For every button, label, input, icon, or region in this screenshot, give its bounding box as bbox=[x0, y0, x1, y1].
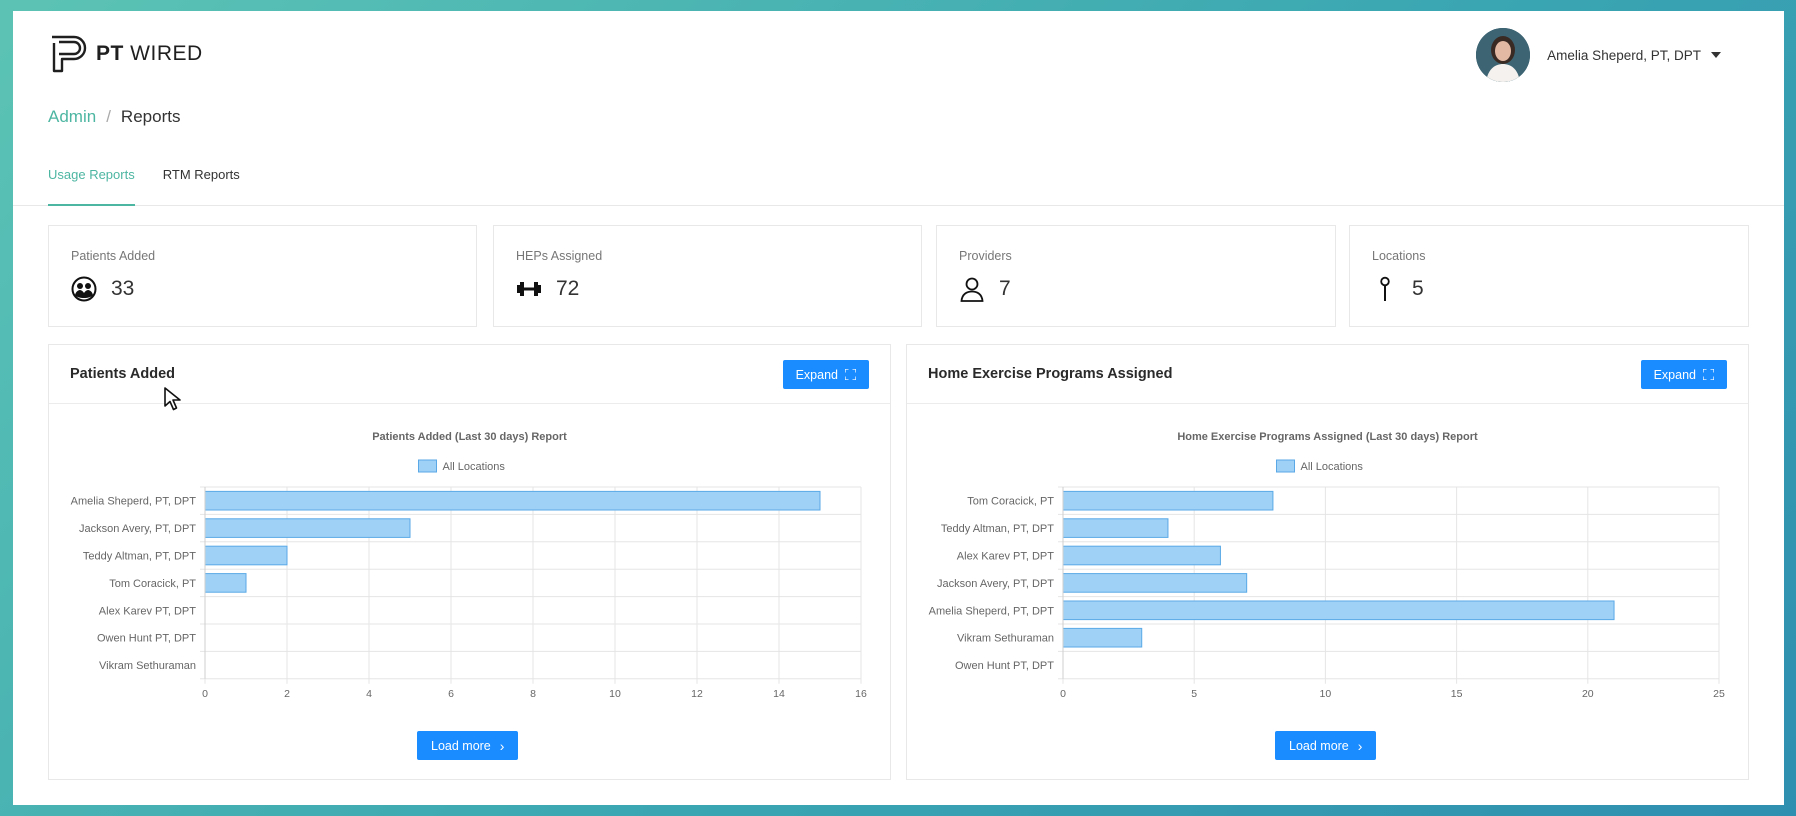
report-tabs: Usage Reports RTM Reports bbox=[48, 164, 268, 206]
expand-icon bbox=[845, 369, 856, 380]
heps-assigned-chart: Home Exercise Programs Assigned (Last 30… bbox=[929, 431, 1725, 700]
patients-icon bbox=[71, 276, 97, 302]
bar bbox=[1062, 600, 1615, 621]
y-tick-label: Alex Karev PT, DPT bbox=[957, 551, 1054, 563]
expand-label: Expand bbox=[1653, 367, 1696, 382]
bar bbox=[204, 545, 288, 566]
breadcrumb-current: Reports bbox=[120, 107, 181, 126]
y-tick-label: Tom Coracick, PT bbox=[109, 578, 196, 590]
stat-value: 72 bbox=[556, 277, 580, 300]
x-tick-label: 0 bbox=[1060, 688, 1066, 700]
expand-icon bbox=[1703, 369, 1714, 380]
load-more-button[interactable]: Load more › bbox=[1275, 731, 1377, 760]
y-tick-label: Teddy Altman, PT, DPT bbox=[941, 523, 1054, 535]
stat-value: 7 bbox=[999, 277, 1011, 300]
x-tick-label: 4 bbox=[366, 688, 372, 700]
chart-title: Home Exercise Programs Assigned (Last 30… bbox=[1177, 431, 1478, 443]
chevron-right-icon: › bbox=[1357, 737, 1363, 754]
panel-title: Patients Added bbox=[70, 366, 176, 382]
y-tick-label: Amelia Sheperd, PT, DPT bbox=[929, 605, 1055, 617]
tab-usage-reports[interactable]: Usage Reports bbox=[48, 164, 135, 206]
y-tick-label: Vikram Sethuraman bbox=[957, 633, 1054, 645]
chart-title: Patients Added (Last 30 days) Report bbox=[372, 431, 567, 443]
bar bbox=[1062, 545, 1221, 566]
tab-rtm-reports[interactable]: RTM Reports bbox=[162, 167, 240, 182]
bar bbox=[1062, 627, 1143, 648]
x-tick-label: 16 bbox=[855, 688, 867, 700]
stat-value: 5 bbox=[1412, 277, 1424, 300]
x-tick-label: 2 bbox=[284, 688, 290, 700]
panel-patients-added: Patients Added Expand Patients Added (La… bbox=[48, 344, 891, 780]
breadcrumb-admin[interactable]: Admin bbox=[48, 107, 97, 126]
x-tick-label: 6 bbox=[448, 688, 454, 700]
breadcrumb-separator: / bbox=[106, 107, 111, 126]
bar bbox=[1062, 490, 1274, 511]
legend-label: All Locations bbox=[443, 461, 506, 473]
y-tick-label: Tom Coracick, PT bbox=[967, 496, 1054, 508]
bar bbox=[204, 490, 821, 511]
x-tick-label: 12 bbox=[691, 688, 703, 700]
legend-swatch bbox=[1276, 459, 1295, 473]
y-tick-label: Owen Hunt PT, DPT bbox=[97, 633, 196, 645]
load-more-button[interactable]: Load more › bbox=[417, 731, 519, 760]
load-more-label: Load more bbox=[431, 738, 491, 753]
x-tick-label: 10 bbox=[1320, 688, 1332, 700]
pin-icon bbox=[1380, 276, 1390, 301]
patients-added-chart: Patients Added (Last 30 days) Report All … bbox=[71, 431, 867, 700]
stat-card-providers: Providers 7 bbox=[936, 225, 1336, 327]
x-tick-label: 25 bbox=[1713, 688, 1725, 700]
expand-label: Expand bbox=[795, 367, 838, 382]
stat-card-patients-added: Patients Added 33 bbox=[48, 225, 477, 327]
panel-title: Home Exercise Programs Assigned bbox=[928, 366, 1173, 382]
legend-swatch bbox=[418, 459, 437, 473]
stat-value: 33 bbox=[111, 277, 135, 300]
user-name: Amelia Sheperd, PT, DPT bbox=[1547, 47, 1701, 63]
x-tick-label: 10 bbox=[609, 688, 621, 700]
pt-logo-icon bbox=[52, 35, 87, 73]
y-tick-label: Jackson Avery, PT, DPT bbox=[79, 523, 196, 535]
user-menu[interactable]: Amelia Sheperd, PT, DPT bbox=[1476, 28, 1721, 82]
chevron-right-icon: › bbox=[499, 737, 505, 754]
load-more-label: Load more bbox=[1289, 738, 1349, 753]
stat-label: HEPs Assigned bbox=[516, 249, 603, 263]
x-tick-label: 8 bbox=[530, 688, 536, 700]
app-window: PT WIRED Amelia Sheperd, PT, DPT Admin /… bbox=[13, 11, 1784, 805]
bar bbox=[204, 573, 247, 593]
x-tick-label: 14 bbox=[773, 688, 785, 700]
x-tick-label: 5 bbox=[1191, 688, 1197, 700]
breadcrumb: Admin / Reports bbox=[48, 107, 180, 127]
y-tick-label: Amelia Sheperd, PT, DPT bbox=[71, 496, 197, 508]
brand-name: PT WIRED bbox=[96, 42, 203, 65]
bar bbox=[204, 518, 411, 538]
stat-label: Providers bbox=[959, 249, 1012, 263]
avatar bbox=[1476, 28, 1531, 82]
panel-heps-assigned: Home Exercise Programs Assigned Expand H… bbox=[906, 344, 1749, 780]
mouse-cursor-icon bbox=[164, 387, 181, 411]
stat-label: Locations bbox=[1372, 249, 1426, 263]
stat-card-heps-assigned: HEPs Assigned 72 bbox=[493, 225, 922, 327]
logo[interactable]: PT WIRED bbox=[48, 33, 203, 75]
stat-label: Patients Added bbox=[71, 249, 156, 263]
bar bbox=[1062, 573, 1248, 593]
y-tick-label: Owen Hunt PT, DPT bbox=[955, 660, 1054, 672]
y-tick-label: Alex Karev PT, DPT bbox=[99, 605, 196, 617]
x-tick-label: 0 bbox=[202, 688, 208, 700]
x-tick-label: 15 bbox=[1451, 688, 1463, 700]
expand-button[interactable]: Expand bbox=[782, 360, 869, 389]
expand-button[interactable]: Expand bbox=[1640, 360, 1727, 389]
y-tick-label: Teddy Altman, PT, DPT bbox=[83, 551, 196, 563]
chevron-down-icon[interactable] bbox=[1711, 52, 1721, 58]
stat-card-locations: Locations 5 bbox=[1349, 225, 1749, 327]
bar bbox=[1062, 518, 1169, 538]
header: PT WIRED Amelia Sheperd, PT, DPT Admin /… bbox=[13, 11, 1784, 206]
y-tick-label: Jackson Avery, PT, DPT bbox=[937, 578, 1054, 590]
dumbbell-icon bbox=[517, 282, 541, 296]
legend-label: All Locations bbox=[1301, 461, 1364, 473]
x-tick-label: 20 bbox=[1582, 688, 1594, 700]
y-tick-label: Vikram Sethuraman bbox=[99, 660, 196, 672]
person-icon bbox=[960, 277, 984, 302]
